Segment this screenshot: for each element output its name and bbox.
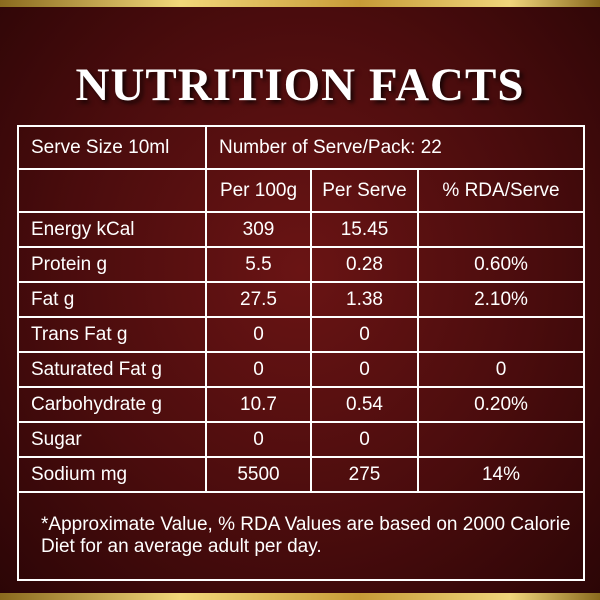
nutrient-name: Sodium mg	[17, 456, 207, 493]
table-row: Energy kCal 309 15.45	[17, 211, 586, 248]
nutrient-name: Energy kCal	[17, 211, 207, 248]
per-100g-value: 0	[205, 351, 312, 388]
nutrient-name: Saturated Fat g	[17, 351, 207, 388]
rda-value: 0.20%	[416, 386, 586, 423]
gold-frame-bottom	[0, 593, 600, 600]
header-per-100g: Per 100g	[205, 168, 312, 213]
serves-per-pack: Number of Serve/Pack: 22	[204, 125, 586, 170]
rda-value	[416, 316, 586, 353]
header-per-serve: Per Serve	[310, 168, 419, 213]
per-serve-value: 0.54	[310, 386, 419, 423]
table-row: Protein g 5.5 0.28 0.60%	[17, 246, 586, 283]
table-row: Saturated Fat g 0 0 0	[17, 351, 586, 388]
nutrient-name: Fat g	[17, 281, 207, 318]
per-serve-value: 0	[310, 316, 419, 353]
rda-value: 0	[416, 351, 586, 388]
rda-value: 0.60%	[416, 246, 586, 283]
column-header-row: Per 100g Per Serve % RDA/Serve	[17, 168, 586, 213]
nutrition-table: Serve Size 10ml Number of Serve/Pack: 22…	[16, 125, 586, 581]
table-row: Carbohydrate g 10.7 0.54 0.20%	[17, 386, 586, 423]
per-serve-value: 0	[310, 421, 419, 458]
rda-value: 14%	[416, 456, 586, 493]
rda-value	[416, 421, 586, 458]
per-serve-value: 15.45	[310, 211, 419, 248]
gold-frame-top	[0, 0, 600, 7]
per-100g-value: 5500	[205, 456, 312, 493]
per-100g-value: 309	[205, 211, 312, 248]
nutrition-table-container: Serve Size 10ml Number of Serve/Pack: 22…	[16, 125, 586, 581]
nutrient-name: Protein g	[17, 246, 207, 283]
header-rda: % RDA/Serve	[416, 168, 586, 213]
header-blank	[17, 168, 207, 213]
per-100g-value: 0	[205, 316, 312, 353]
table-row: Trans Fat g 0 0	[17, 316, 586, 353]
page-title: NUTRITION FACTS	[75, 59, 525, 111]
table-row: Sodium mg 5500 275 14%	[17, 456, 586, 493]
nutrient-name: Trans Fat g	[17, 316, 207, 353]
nutrient-name: Sugar	[17, 421, 207, 458]
rda-value: 2.10%	[416, 281, 586, 318]
footnote: *Approximate Value, % RDA Values are bas…	[16, 491, 586, 581]
footnote-row: *Approximate Value, % RDA Values are bas…	[16, 491, 586, 581]
serve-info-row: Serve Size 10ml Number of Serve/Pack: 22	[17, 125, 586, 170]
per-serve-value: 1.38	[310, 281, 419, 318]
per-100g-value: 10.7	[205, 386, 312, 423]
per-100g-value: 0	[205, 421, 312, 458]
per-100g-value: 27.5	[205, 281, 312, 318]
rda-value	[416, 211, 586, 248]
per-100g-value: 5.5	[205, 246, 312, 283]
table-row: Fat g 27.5 1.38 2.10%	[17, 281, 586, 318]
per-serve-value: 0.28	[310, 246, 419, 283]
per-serve-value: 275	[310, 456, 419, 493]
per-serve-value: 0	[310, 351, 419, 388]
table-row: Sugar 0 0	[17, 421, 586, 458]
nutrient-name: Carbohydrate g	[17, 386, 207, 423]
serve-size: Serve Size 10ml	[17, 125, 207, 170]
